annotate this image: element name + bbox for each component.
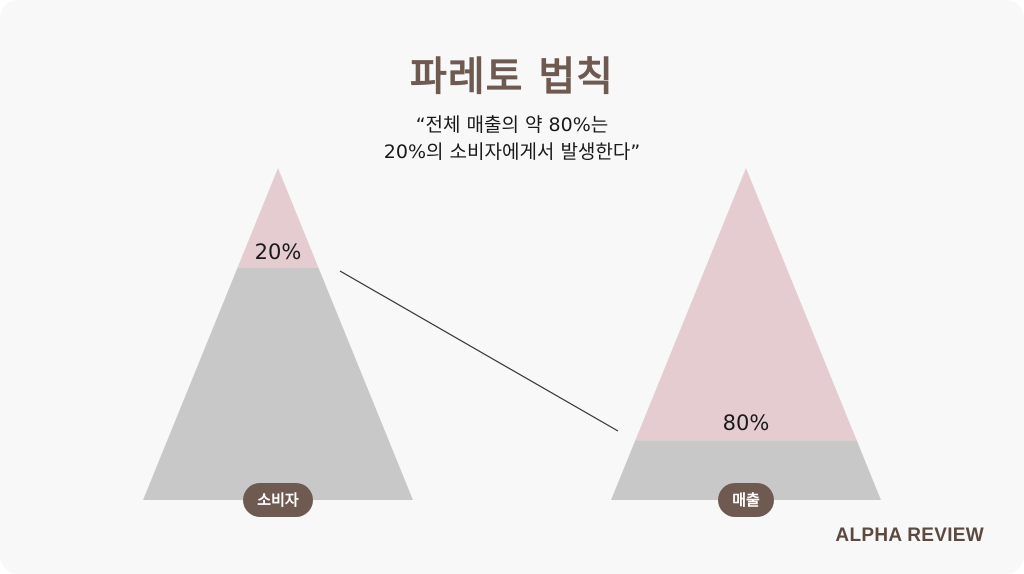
left-pyramid-share-label: 20% [254,240,302,264]
right-pyramid-top-segment [635,168,857,441]
slide-title: 파레토 법칙 [410,54,614,100]
brand-logo-text: ALPHA REVIEW [835,525,984,546]
quote-text: “전체 매출의 약 80%는 20%의 소비자에게서 발생한다” [0,112,1024,166]
quote-line-1: “전체 매출의 약 80%는 [415,114,609,136]
left-pyramid-top-segment [237,168,319,268]
right-pyramid-share-label: 80% [722,411,770,435]
left-pyramid-bottom-segment [143,267,413,500]
right-pyramid-label-badge: 매출 [718,483,774,517]
left-pyramid-label-badge: 소비자 [243,483,313,517]
quote-line-2: 20%의 소비자에게서 발생한다” [383,141,641,163]
connector-line [339,270,619,432]
right-pyramid-bottom-segment [611,440,881,500]
